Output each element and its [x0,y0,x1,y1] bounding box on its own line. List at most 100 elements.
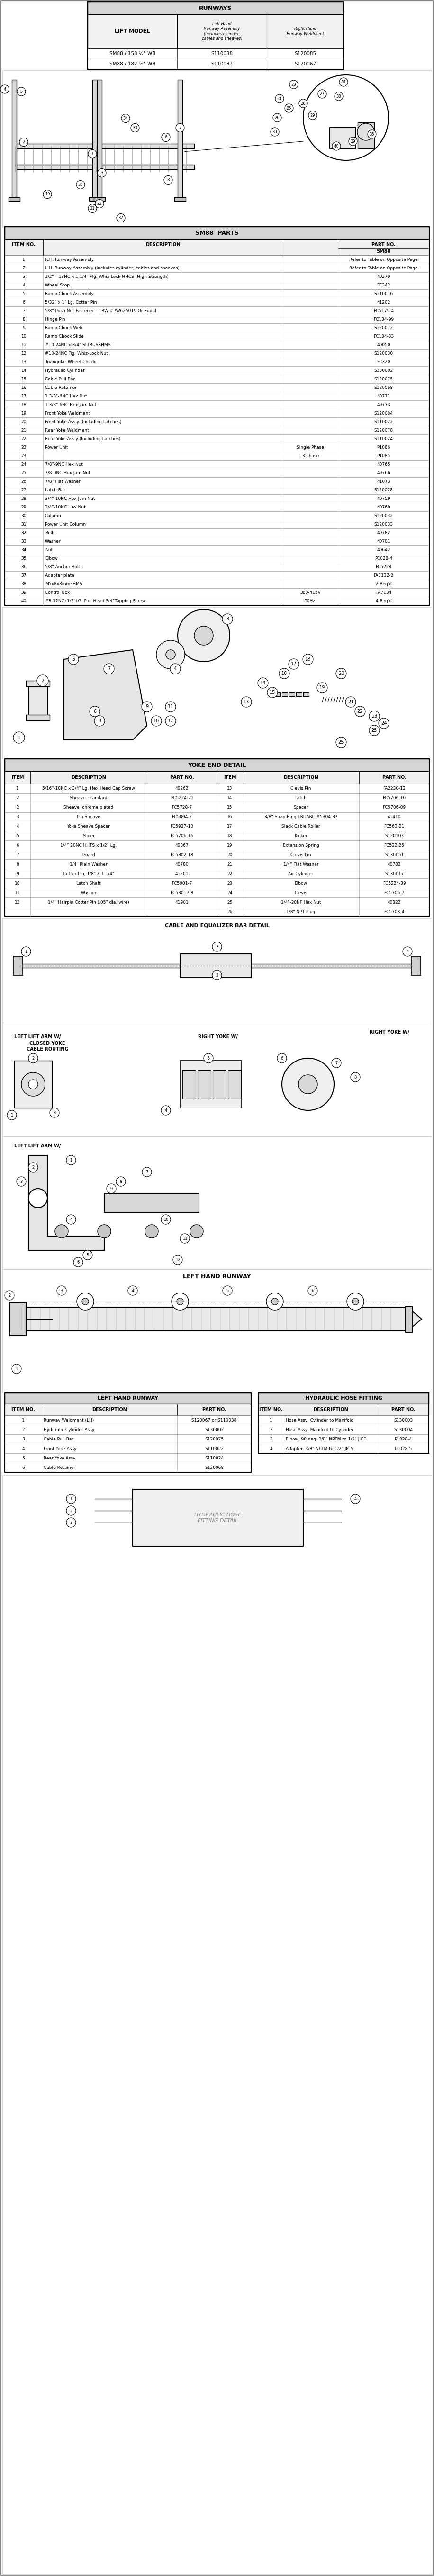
Text: 40067: 40067 [175,842,189,848]
Circle shape [73,1257,83,1267]
Text: S120068: S120068 [374,386,393,389]
Circle shape [5,1291,14,1301]
Text: FC5708-4: FC5708-4 [384,909,404,914]
Text: Power Unit Column: Power Unit Column [45,523,85,526]
Text: FC563-21: FC563-21 [384,824,404,829]
Bar [5,822,429,832]
Bar [258,1394,429,1453]
Bar [5,374,429,384]
Text: 18: 18 [227,835,233,837]
Text: PART NO.: PART NO. [170,775,194,781]
Circle shape [299,1074,317,1095]
Text: 4: 4 [354,1497,357,1502]
Text: 7/8"-9NC Hex Nut: 7/8"-9NC Hex Nut [45,461,83,466]
Text: 30: 30 [21,513,26,518]
Text: 5: 5 [23,291,25,296]
Circle shape [21,1072,45,1097]
Text: 5/8" Push Nut Fastener – TRW #PW625019 Or Equal: 5/8" Push Nut Fastener – TRW #PW625019 O… [45,309,156,312]
Text: Power Unit: Power Unit [45,446,68,448]
Text: LEFT LIFT ARM W/: LEFT LIFT ARM W/ [14,1144,61,1149]
Bar [5,392,429,399]
Text: FC5228: FC5228 [375,564,392,569]
Text: YOKE END DETAIL: YOKE END DETAIL [188,762,246,768]
Bar [258,1443,429,1453]
Bar [275,693,280,696]
Circle shape [131,124,139,131]
Bar [5,1414,251,1425]
Bar [180,953,251,976]
Text: 10: 10 [15,881,20,886]
Text: 30: 30 [272,129,277,134]
Text: 1/2" – 13NC x 1 1/4" Flg. Whiz-Lock HHCS (High Strength): 1/2" – 13NC x 1 1/4" Flg. Whiz-Lock HHCS… [45,276,168,278]
Circle shape [66,1494,76,1504]
Bar [5,832,429,840]
Text: 4: 4 [3,88,6,90]
Text: M5x8x8mmFHMS: M5x8x8mmFHMS [45,582,82,585]
Text: 8: 8 [23,317,25,322]
Text: 23: 23 [372,714,377,719]
Text: Ramp Chock Slide: Ramp Chock Slide [45,335,84,337]
Text: 12: 12 [15,899,20,904]
Bar [5,325,429,332]
Text: DESCRIPTION: DESCRIPTION [313,1406,348,1412]
Text: FC5224-39: FC5224-39 [383,881,406,886]
Circle shape [77,1293,94,1311]
Bar [5,536,429,546]
Text: Refer to Table on Opposite Page: Refer to Table on Opposite Page [349,258,418,263]
Text: Rear Yoke Ass'y (Including Latches): Rear Yoke Ass'y (Including Latches) [45,435,120,440]
Bar [5,783,429,793]
Circle shape [83,1249,92,1260]
Text: FC5706-10: FC5706-10 [383,796,406,801]
Text: Elbow: Elbow [295,881,307,886]
Text: 4: 4 [16,824,19,829]
Polygon shape [29,1157,104,1249]
Text: 2: 2 [8,1293,11,1298]
Text: Extension Spring: Extension Spring [283,842,319,848]
Text: S120075: S120075 [205,1437,224,1440]
Bar [197,1069,211,1097]
Circle shape [204,1054,213,1064]
Text: 7: 7 [16,853,19,858]
Text: 16: 16 [227,814,233,819]
Circle shape [368,129,376,139]
Text: 3: 3 [53,1110,56,1115]
Text: 37: 37 [21,574,26,577]
Text: 3: 3 [216,974,218,976]
Text: Column: Column [45,513,61,518]
Text: Sheave  standard: Sheave standard [70,796,108,801]
Text: Spacer: Spacer [293,806,308,809]
Text: 8: 8 [354,1074,357,1079]
Bar [5,469,429,477]
Text: Adapter, 3/8" NPTM to 1/2" JICM: Adapter, 3/8" NPTM to 1/2" JICM [286,1445,354,1450]
Text: ITEM NO.: ITEM NO. [11,1406,35,1412]
Text: 11: 11 [182,1236,187,1242]
Bar [289,693,295,696]
Text: 41202: 41202 [377,299,390,304]
Text: 26: 26 [227,909,233,914]
Text: FC522-25: FC522-25 [384,842,404,848]
Text: 22: 22 [357,708,363,714]
Bar [5,889,429,896]
Text: 11: 11 [21,343,26,348]
Text: S110022: S110022 [205,1445,224,1450]
Text: 19: 19 [319,685,325,690]
Text: 5: 5 [16,835,19,837]
Text: 8: 8 [16,863,19,866]
Text: LEFT LIFT ARM W/: LEFT LIFT ARM W/ [14,1036,61,1038]
Circle shape [117,214,125,222]
Text: 1: 1 [91,152,94,157]
Text: S130003: S130003 [394,1417,413,1422]
Text: 2: 2 [23,139,25,144]
Circle shape [68,654,79,665]
Bar [9,198,20,201]
Text: 3/4"-10NC Hex Nut: 3/4"-10NC Hex Nut [45,505,85,510]
Bar [180,1061,242,1108]
Text: 21: 21 [21,428,26,433]
Bar [182,1069,196,1097]
Text: 1: 1 [15,1368,18,1370]
Text: 2: 2 [23,265,25,270]
Circle shape [270,129,279,137]
Text: 25: 25 [286,106,292,111]
Text: P1085: P1085 [377,453,390,459]
Circle shape [121,113,130,124]
